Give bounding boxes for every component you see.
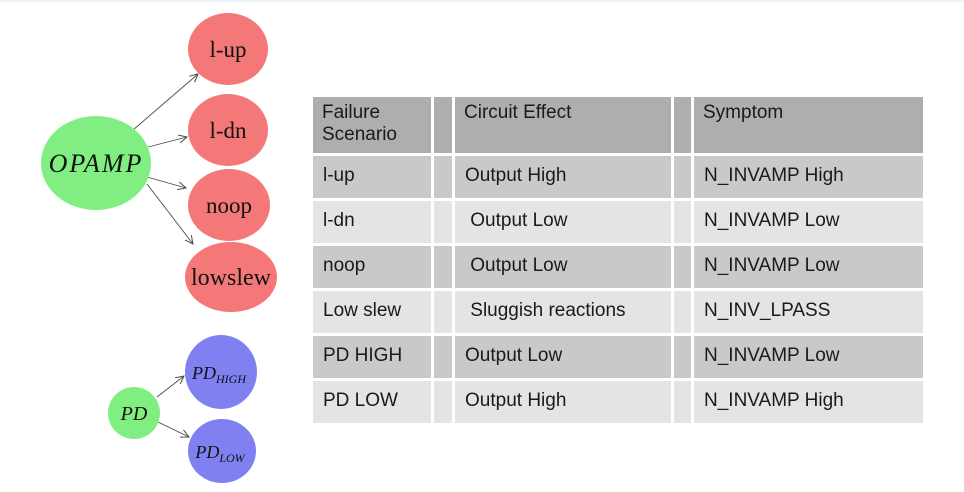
cell-effect: Sluggish reactions [455, 291, 671, 333]
cell-effect: Output High [455, 381, 671, 423]
edge-opamp-noop [146, 176, 186, 188]
edge-pd-pdlow [157, 421, 189, 437]
table-row: PD LOW Output High N_INVAMP High [313, 381, 923, 423]
edge-opamp-ldn [147, 137, 187, 148]
table-row: l-dn Output Low N_INVAMP Low [313, 201, 923, 243]
node-noop [188, 169, 270, 241]
node-pd [108, 387, 160, 439]
failure-symptom-table: Failure Scenario Circuit Effect Symptom … [310, 94, 926, 426]
node-pd-label: PD [120, 403, 148, 425]
edge-opamp-lowslew [146, 183, 193, 244]
node-lowslew [185, 242, 277, 312]
edge-pd-pdhigh [156, 376, 184, 398]
node-l-up-label: l-up [209, 37, 246, 62]
node-pd-low-label: PDLOW [194, 442, 245, 465]
table-row: l-up Output High N_INVAMP High [313, 156, 923, 198]
cell-effect: Output Low [455, 246, 671, 288]
spacer-cell [434, 97, 452, 153]
spacer-cell [674, 156, 691, 198]
table-row: Low slew Sluggish reactions N_INV_LPASS [313, 291, 923, 333]
cell-failure: l-up [313, 156, 431, 198]
node-l-up [188, 13, 268, 85]
node-noop-label: noop [206, 193, 252, 218]
pd-low-base: PD [194, 442, 219, 462]
cell-symptom: N_INVAMP Low [694, 336, 923, 378]
spacer-cell [434, 291, 452, 333]
spacer-cell [674, 381, 691, 423]
node-pd-high [185, 335, 257, 409]
table-header-row: Failure Scenario Circuit Effect Symptom [313, 97, 923, 153]
spacer-cell [434, 201, 452, 243]
window-top-border [0, 0, 964, 3]
cell-failure: l-dn [313, 201, 431, 243]
spacer-cell [674, 336, 691, 378]
pd-high-subscript: HIGH [215, 372, 247, 386]
node-l-dn [188, 94, 268, 166]
node-lowslew-label: lowslew [191, 265, 272, 291]
node-pd-high-label: PDHIGH [191, 363, 247, 386]
pd-low-subscript: LOW [218, 451, 245, 465]
spacer-cell [434, 156, 452, 198]
cell-effect: Output Low [455, 201, 671, 243]
edge-opamp-lup [132, 74, 198, 131]
node-opamp [41, 116, 151, 210]
cell-symptom: N_INV_LPASS [694, 291, 923, 333]
cell-failure: noop [313, 246, 431, 288]
spacer-cell [434, 336, 452, 378]
spacer-cell [674, 97, 691, 153]
spacer-cell [434, 381, 452, 423]
table-row: noop Output Low N_INVAMP Low [313, 246, 923, 288]
cell-failure: PD LOW [313, 381, 431, 423]
spacer-cell [674, 201, 691, 243]
column-header-failure-scenario: Failure Scenario [313, 97, 431, 153]
column-header-circuit-effect: Circuit Effect [455, 97, 671, 153]
spacer-cell [434, 246, 452, 288]
spacer-cell [674, 246, 691, 288]
cell-effect: Output High [455, 156, 671, 198]
cell-symptom: N_INVAMP High [694, 156, 923, 198]
node-pd-low [188, 419, 256, 483]
pd-high-base: PD [191, 363, 216, 383]
cell-effect: Output Low [455, 336, 671, 378]
column-header-symptom: Symptom [694, 97, 923, 153]
table-row: PD HIGH Output Low N_INVAMP Low [313, 336, 923, 378]
cell-symptom: N_INVAMP Low [694, 201, 923, 243]
spacer-cell [674, 291, 691, 333]
cell-symptom: N_INVAMP High [694, 381, 923, 423]
cell-failure: Low slew [313, 291, 431, 333]
cell-failure: PD HIGH [313, 336, 431, 378]
cell-symptom: N_INVAMP Low [694, 246, 923, 288]
node-opamp-label: OPAMP [49, 149, 144, 178]
node-l-dn-label: l-dn [209, 118, 247, 143]
